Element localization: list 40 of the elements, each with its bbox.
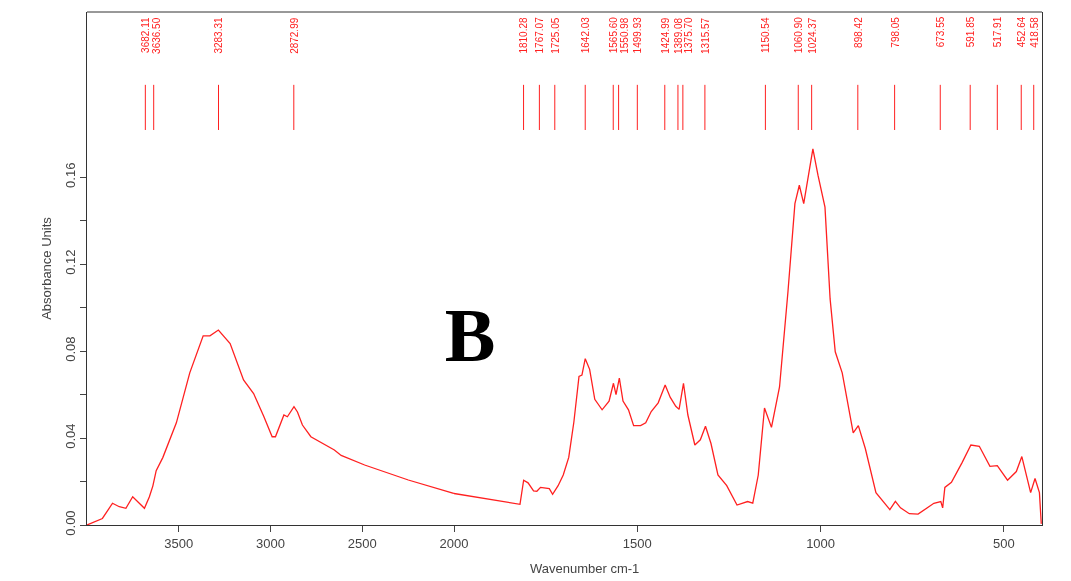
y-tick-label: 0.12 <box>62 249 78 275</box>
ref-line-label: 1725.05 <box>549 17 561 54</box>
x-tick-label: 500 <box>992 535 1015 551</box>
x-tick-label: 1000 <box>805 535 835 551</box>
ref-line-label: 2872.99 <box>288 17 300 54</box>
annotation: B <box>444 293 496 377</box>
ref-line-label: 1150.54 <box>759 17 771 53</box>
ref-line-label: 517.91 <box>991 16 1003 48</box>
x-axis-title: Wavenumber cm-1 <box>529 561 640 576</box>
y-axis-title: Absorbance Units <box>38 216 54 320</box>
ref-line-label: 1389.08 <box>672 17 684 55</box>
ref-line-label: 591.85 <box>964 16 976 48</box>
x-tick-label: 3000 <box>256 535 285 551</box>
y-tick-label: 0.08 <box>62 336 78 362</box>
x-tick-label: 2500 <box>347 535 377 551</box>
ref-line-label: 452.64 <box>1015 16 1027 48</box>
ref-line-label: 898.42 <box>852 16 864 48</box>
ref-line-label: 1060.90 <box>792 16 804 54</box>
ref-line-label: 1024.37 <box>806 17 818 54</box>
ref-line-label: 1375.70 <box>683 16 695 54</box>
y-tick-label: 0.00 <box>62 510 78 536</box>
x-tick-label: 1500 <box>622 535 652 551</box>
ref-line-label: 3283.31 <box>213 16 225 54</box>
ref-line-label: 3682.11 <box>139 17 151 53</box>
ref-line-label: 3636.50 <box>150 17 162 54</box>
ref-line-label: 1767.07 <box>534 16 546 54</box>
ref-line-label: 1642.03 <box>579 16 591 54</box>
ref-line-label: 673.55 <box>934 16 946 48</box>
x-tick-label: 3500 <box>164 535 194 551</box>
ref-line-label: 798.05 <box>889 16 901 48</box>
ref-line-label: 1424.99 <box>659 17 671 54</box>
ref-line-label: 1315.57 <box>699 17 711 54</box>
ref-line-label: 418.58 <box>1028 16 1040 48</box>
y-tick-label: 0.16 <box>62 162 78 188</box>
x-tick-label: 2000 <box>439 535 469 551</box>
ref-line-label: 1565.60 <box>607 16 619 54</box>
ref-line-label: 1810.28 <box>518 17 530 54</box>
ref-line-label: 1499.93 <box>631 16 643 54</box>
y-tick-label: 0.04 <box>62 423 78 449</box>
ref-line-label: 1550.98 <box>618 17 630 54</box>
